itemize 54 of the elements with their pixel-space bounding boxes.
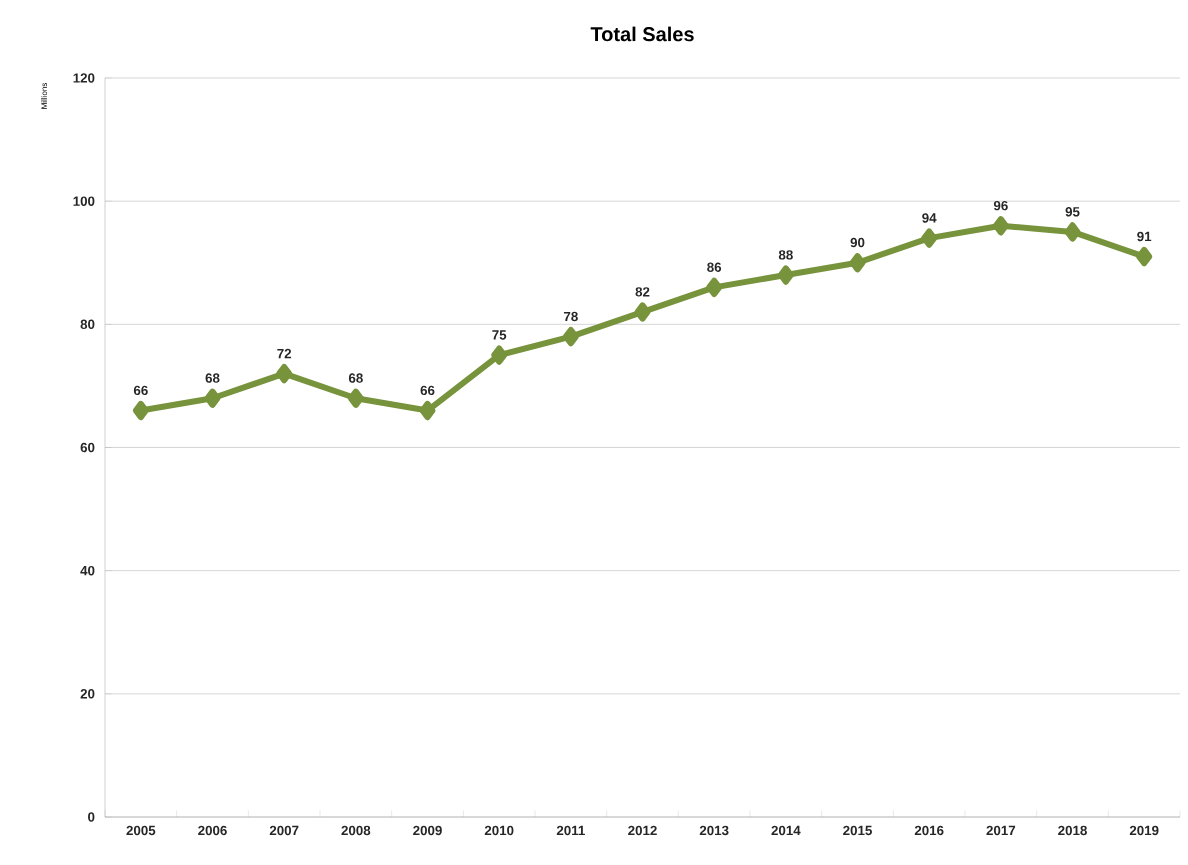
data-label: 78 — [563, 311, 578, 322]
point — [777, 265, 794, 285]
point — [419, 400, 436, 421]
data-label: 91 — [1137, 231, 1152, 242]
point — [491, 345, 508, 365]
point — [706, 277, 723, 298]
x-tick-label: 2014 — [771, 825, 801, 836]
y-axis-title: Millions — [41, 82, 47, 109]
y-tick-label: 100 — [73, 196, 95, 206]
data-label: 86 — [707, 262, 722, 272]
x-tick-label: 2010 — [484, 825, 514, 836]
point — [1064, 222, 1081, 242]
point — [634, 302, 651, 322]
chart-title: Total Sales — [590, 26, 694, 42]
x-tick-label: 2016 — [914, 825, 944, 836]
x-tick-label: 2008 — [341, 825, 371, 836]
point — [562, 326, 579, 347]
x-tick-label: 2017 — [986, 825, 1016, 836]
y-tick-label: 40 — [80, 565, 95, 576]
point — [921, 228, 938, 248]
x-tick-label: 2012 — [628, 825, 657, 836]
y-tick-label: 80 — [80, 319, 95, 330]
data-label: 75 — [492, 330, 507, 340]
x-tick-label: 2005 — [126, 825, 156, 836]
x-tick-label: 2013 — [699, 825, 729, 836]
point — [992, 216, 1009, 236]
y-tick-label: 20 — [80, 689, 95, 699]
x-tick-label: 2009 — [413, 825, 442, 836]
point — [1136, 246, 1153, 267]
data-label: 68 — [205, 373, 220, 383]
data-label: 90 — [850, 237, 865, 248]
x-tick-label: 2015 — [843, 825, 872, 836]
data-label: 88 — [778, 250, 793, 260]
x-tick-label: 2006 — [198, 825, 227, 836]
x-tick-label: 2011 — [556, 825, 585, 836]
y-tick-label: 0 — [88, 812, 95, 822]
data-label: 96 — [993, 200, 1008, 211]
data-label: 66 — [420, 385, 435, 396]
x-tick-label: 2019 — [1129, 825, 1159, 836]
data-label: 95 — [1065, 207, 1080, 217]
x-tick-label: 2018 — [1058, 825, 1087, 836]
y-tick-label: 120 — [73, 73, 95, 83]
point — [132, 400, 149, 421]
point — [849, 253, 866, 273]
point — [276, 363, 293, 384]
data-label: 82 — [635, 287, 650, 297]
point — [347, 388, 364, 408]
x-tick-label: 2007 — [269, 825, 299, 836]
y-tick-label: 60 — [80, 442, 95, 453]
data-label: 66 — [133, 385, 148, 396]
data-label: 72 — [277, 348, 292, 359]
data-label: 94 — [922, 213, 937, 223]
data-label: 68 — [348, 373, 363, 383]
point — [204, 388, 221, 408]
